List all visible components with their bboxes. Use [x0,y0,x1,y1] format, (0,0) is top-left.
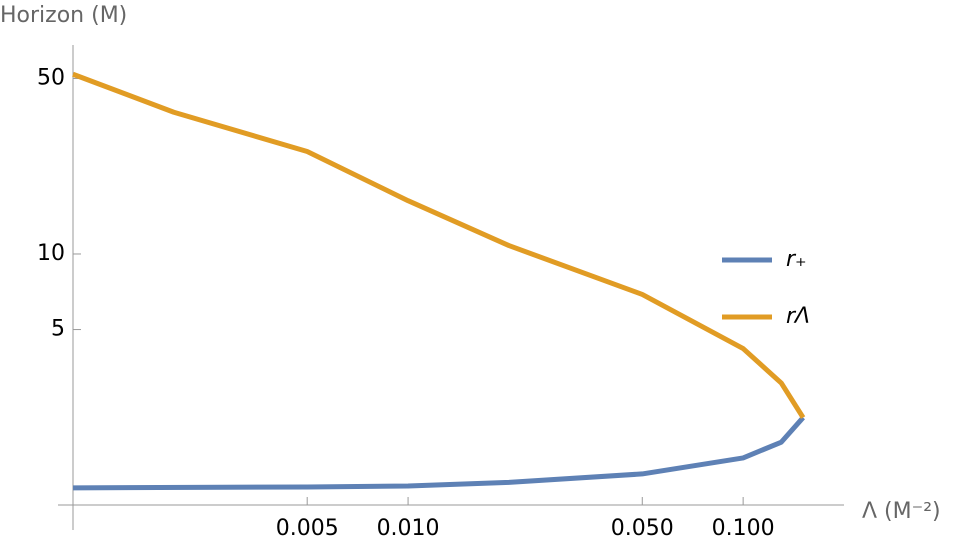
line-series [72,71,806,419]
y-tick-label: 5 [51,317,65,342]
line-series [72,415,805,491]
legend-label: rΛ [786,304,810,329]
x-tick-label: 0.050 [611,516,674,541]
x-axis-label: Λ (M⁻²) [862,499,941,524]
x-tick-label: 0.100 [712,516,775,541]
legend-label: r₊ [786,247,807,272]
y-tick-label: 50 [37,66,65,91]
x-tick-label: 0.005 [276,516,339,541]
y-axis-label: Horizon (M) [0,3,127,28]
x-tick-label: 0.010 [377,516,440,541]
y-tick-label: 10 [37,241,65,266]
